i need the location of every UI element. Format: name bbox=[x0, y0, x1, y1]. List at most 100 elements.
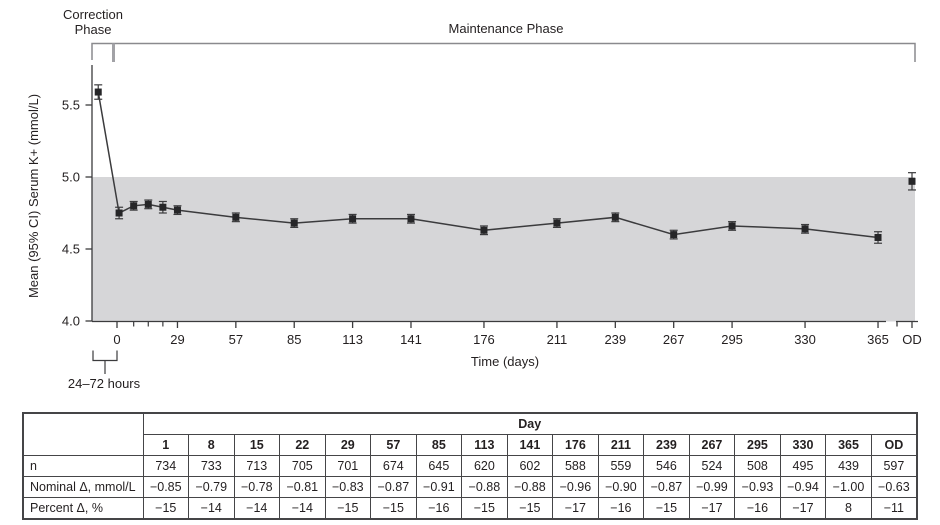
data-point bbox=[290, 219, 298, 227]
x-axis-title: Time (days) bbox=[471, 354, 539, 369]
y-tick-label: 5.5 bbox=[62, 98, 80, 113]
data-point bbox=[144, 200, 152, 208]
table-cell: 439 bbox=[825, 455, 872, 477]
data-point bbox=[173, 206, 181, 214]
day-column-header: 295 bbox=[734, 434, 781, 456]
table-cell: −16 bbox=[734, 497, 781, 520]
data-point bbox=[611, 213, 619, 221]
day-column-header: 1 bbox=[142, 434, 190, 456]
table-cell: −1.00 bbox=[825, 476, 872, 498]
table-cell: −15 bbox=[324, 497, 372, 520]
table-cell: 8 bbox=[825, 497, 872, 520]
table-cell: −0.85 bbox=[142, 476, 190, 498]
x-tick-label: 239 bbox=[604, 332, 626, 347]
table-cell: −11 bbox=[870, 497, 918, 520]
data-point bbox=[801, 225, 809, 233]
table-cell: −0.93 bbox=[734, 476, 781, 498]
row-label: Nominal Δ, mmol/L bbox=[22, 476, 144, 498]
data-point bbox=[232, 213, 240, 221]
y-tick-label: 4.5 bbox=[62, 242, 80, 257]
table-cell: 674 bbox=[370, 455, 417, 477]
day-column-header: 267 bbox=[688, 434, 736, 456]
day-column-header: 176 bbox=[552, 434, 599, 456]
summary-table-area: Day 1 8 15 22 29 57 85 113 141 176 211 239 267 295 330 3… bbox=[22, 412, 918, 520]
data-point bbox=[130, 202, 138, 210]
x-tick-label: 365 bbox=[867, 332, 889, 347]
table-corner-cell bbox=[22, 412, 144, 456]
day-column-header: 113 bbox=[461, 434, 508, 456]
day-column-header: 22 bbox=[279, 434, 326, 456]
data-point bbox=[159, 203, 167, 211]
x-tick-label: 176 bbox=[473, 332, 495, 347]
table-cell: 524 bbox=[688, 455, 736, 477]
x-tick-label: 330 bbox=[794, 332, 816, 347]
day-column-header: 141 bbox=[506, 434, 554, 456]
day-column-header: 85 bbox=[415, 434, 463, 456]
x-tick-label: 295 bbox=[721, 332, 743, 347]
correction-phase-label-line2: Phase bbox=[75, 22, 112, 37]
table-cell: −0.83 bbox=[324, 476, 372, 498]
day-group-header: Day bbox=[142, 412, 918, 435]
day-column-header: 211 bbox=[597, 434, 645, 456]
table-cell: 559 bbox=[597, 455, 645, 477]
y-tick-label: 5.0 bbox=[62, 170, 80, 185]
table-cell: −14 bbox=[279, 497, 326, 520]
table-cell: −0.63 bbox=[870, 476, 918, 498]
table-cell: 546 bbox=[643, 455, 690, 477]
od-tick-label: OD bbox=[902, 332, 922, 347]
day-column-header: OD bbox=[870, 434, 918, 456]
data-point bbox=[670, 231, 678, 239]
table-cell: −15 bbox=[142, 497, 190, 520]
table-cell: −14 bbox=[233, 497, 281, 520]
table-cell: −0.99 bbox=[688, 476, 736, 498]
table-cell: 508 bbox=[734, 455, 781, 477]
table-cell: 645 bbox=[415, 455, 463, 477]
table-cell: −15 bbox=[506, 497, 554, 520]
duration-bracket bbox=[92, 350, 118, 362]
y-tick-label: 4.0 bbox=[62, 314, 80, 329]
day-column-header: 330 bbox=[779, 434, 827, 456]
data-point bbox=[94, 88, 102, 96]
data-point bbox=[728, 222, 736, 230]
table-cell: 602 bbox=[506, 455, 554, 477]
table-cell: −0.87 bbox=[643, 476, 690, 498]
day-column-header: 15 bbox=[233, 434, 281, 456]
data-point bbox=[553, 219, 561, 227]
x-tick-label: 211 bbox=[547, 332, 568, 347]
row-label: Percent Δ, % bbox=[22, 497, 144, 520]
table-cell: 597 bbox=[870, 455, 918, 477]
table-cell: −0.90 bbox=[597, 476, 645, 498]
table-cell: −15 bbox=[461, 497, 508, 520]
day-column-header: 29 bbox=[324, 434, 372, 456]
table-cell: −17 bbox=[779, 497, 827, 520]
table-cell: −14 bbox=[188, 497, 235, 520]
table-cell: −17 bbox=[688, 497, 736, 520]
table-cell: −15 bbox=[370, 497, 417, 520]
summary-table: Day 1 8 15 22 29 57 85 113 141 176 211 239 267 295 330 3… bbox=[22, 412, 918, 520]
table-cell: −17 bbox=[552, 497, 599, 520]
day-column-header: 8 bbox=[188, 434, 235, 456]
normal-range-band bbox=[92, 177, 915, 322]
day-column-header: 365 bbox=[825, 434, 872, 456]
table-cell: 705 bbox=[279, 455, 326, 477]
x-tick-label: 57 bbox=[229, 332, 243, 347]
x-tick-label: 0 bbox=[113, 332, 120, 347]
table-cell: 495 bbox=[779, 455, 827, 477]
row-label: n bbox=[22, 455, 144, 477]
data-point bbox=[115, 209, 123, 217]
table-cell: 588 bbox=[552, 455, 599, 477]
table-cell: −16 bbox=[415, 497, 463, 520]
y-axis-title: Mean (95% CI) Serum K+ (mmol/L) bbox=[26, 94, 41, 298]
table-cell: 713 bbox=[233, 455, 281, 477]
data-point bbox=[874, 233, 882, 241]
table-cell: −15 bbox=[643, 497, 690, 520]
day-column-header: 239 bbox=[643, 434, 690, 456]
table-cell: 734 bbox=[142, 455, 190, 477]
table-cell: −0.87 bbox=[370, 476, 417, 498]
x-tick-label: 141 bbox=[400, 332, 422, 347]
od-data-point bbox=[908, 177, 916, 185]
x-tick-label: 113 bbox=[342, 332, 363, 347]
table-cell: 620 bbox=[461, 455, 508, 477]
